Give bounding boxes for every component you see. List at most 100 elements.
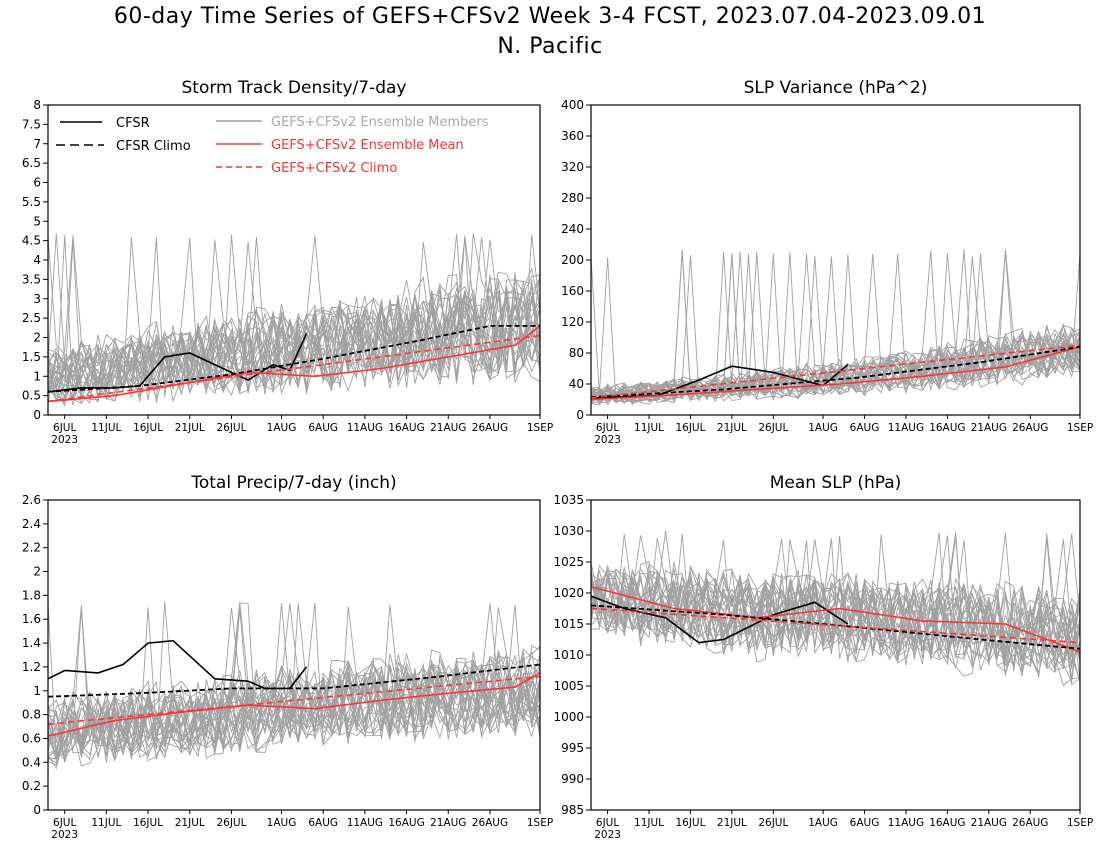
y-tick-label: 1030 (553, 524, 584, 538)
plot-frame (47, 104, 541, 416)
y-tick-label: 1.2 (22, 660, 41, 674)
x-tick-label: 1AUG (267, 817, 297, 829)
x-tick-label: 6AUG (850, 422, 880, 434)
x-tick-label: 6AUG (308, 817, 338, 829)
y-tick-label: 40 (569, 377, 584, 391)
x-tick-label: 21AUG (971, 817, 1007, 829)
x-tick-label: 11AUG (347, 422, 383, 434)
x-tick-label: 6JUL (53, 422, 76, 434)
plot-area (48, 601, 540, 770)
plot-area (591, 531, 1080, 687)
panel-storm-track: Storm Track Density/7-day 0 0.5 1 1.5 2 2.5 3 3.… (22, 78, 553, 446)
x-year-label: 2023 (594, 434, 621, 446)
x-tick-label: 21JUL (717, 817, 747, 829)
y-tick-label: 1025 (553, 555, 584, 569)
y-tick-label: 1020 (553, 586, 584, 600)
plot-frame (590, 104, 1081, 416)
x-tick-label: 26JUL (216, 422, 246, 434)
panel-title: Mean SLP (hPa) (770, 473, 902, 493)
y-tick-label: 280 (561, 191, 584, 205)
y-tick-label: 1.6 (22, 612, 41, 626)
gefs-climo-line (591, 344, 1080, 399)
legend: CFSR CFSR Climo GEFS+CFSv2 Ensemble Memb… (56, 115, 489, 176)
panel-total-precip: Total Precip/7-day (inch)00.20.40.60.811… (22, 473, 553, 841)
x-tick-label: 1AUG (808, 817, 838, 829)
ensemble-member-line (591, 539, 1080, 669)
x-tick-label: 26JUL (758, 422, 788, 434)
ensemble-member-line (591, 533, 1080, 663)
y-tick-label: 320 (561, 160, 584, 174)
y-tick-label: 1.8 (22, 588, 41, 602)
x-tick-label: 26JUL (216, 817, 246, 829)
x-tick-label: 16JUL (133, 422, 163, 434)
ensemble-member-line (48, 300, 540, 407)
plot-frame (47, 499, 541, 811)
y-tick-label: 160 (561, 284, 584, 298)
x-tick-label: 11JUL (634, 422, 664, 434)
panel-title: Storm Track Density/7-day (182, 78, 407, 98)
ensemble-member-line (48, 666, 540, 762)
x-tick-label: 16JUL (675, 817, 705, 829)
plot-area (48, 233, 540, 408)
x-tick-label: 16JUL (133, 817, 163, 829)
x-tick-label: 1SEP (1067, 817, 1093, 829)
x-tick-label: 11JUL (91, 817, 121, 829)
y-tick-label: 0 (576, 408, 584, 422)
y-tick-label: 1015 (553, 617, 584, 631)
ensemble-mean-line (591, 346, 1080, 401)
y-tick-label: 990 (561, 772, 584, 786)
y-tick-label: 2.6 (22, 493, 41, 507)
y-tick-label: 0.4 (22, 755, 41, 769)
y-tick-label: 3 (33, 292, 41, 306)
cfsr-climo-line (48, 663, 540, 698)
x-tick-label: 21AUG (971, 422, 1007, 434)
legend-label-mean: GEFS+CFSv2 Ensemble Mean (271, 138, 464, 153)
y-tick-label: 1 (33, 684, 41, 698)
y-tick-label: 1 (33, 369, 41, 383)
x-tick-label: 16AUG (388, 817, 424, 829)
plot-frame (590, 499, 1081, 811)
figure-subtitle: N. Pacific (497, 34, 603, 59)
x-tick-label: 21AUG (430, 422, 466, 434)
y-tick-label: 0 (33, 803, 41, 817)
x-tick-label: 26JUL (758, 817, 788, 829)
x-tick-label: 6JUL (53, 817, 76, 829)
y-tick-label: 0.5 (22, 389, 41, 403)
ensemble-member-line (48, 672, 540, 763)
ensemble-member-line (48, 601, 540, 770)
x-tick-label: 16AUG (929, 422, 965, 434)
ensemble-member-line (591, 538, 1080, 673)
ensemble-member-line (48, 234, 540, 401)
x-tick-label: 6JUL (596, 817, 619, 829)
x-tick-label: 11JUL (91, 422, 121, 434)
x-tick-label: 26AUG (1012, 422, 1048, 434)
ensemble-member-line (591, 533, 1080, 658)
x-year-label: 2023 (51, 829, 78, 841)
y-tick-label: 2.2 (22, 541, 41, 555)
x-year-label: 2023 (594, 829, 621, 841)
y-tick-label: 400 (561, 98, 584, 112)
x-tick-label: 1SEP (527, 422, 553, 434)
y-tick-label: 1000 (553, 710, 584, 724)
y-tick-label: 5.5 (22, 195, 41, 209)
x-tick-label: 1AUG (267, 422, 297, 434)
ensemble-member-line (591, 561, 1080, 667)
x-tick-label: 21JUL (175, 817, 205, 829)
x-tick-label: 1SEP (1067, 422, 1093, 434)
x-tick-label: 11AUG (888, 422, 924, 434)
cfsr-line (591, 595, 849, 644)
x-tick-label: 6AUG (308, 422, 338, 434)
y-tick-label: 7.5 (22, 117, 41, 131)
gefs-climo-line (48, 334, 540, 403)
y-tick-label: 6 (33, 176, 41, 190)
y-tick-label: 4 (33, 253, 41, 267)
ensemble-member-line (591, 250, 1080, 397)
y-tick-label: 200 (561, 253, 584, 267)
y-tick-label: 0.2 (22, 779, 41, 793)
ensemble-mean-line (591, 586, 1080, 653)
x-tick-label: 26AUG (1012, 817, 1048, 829)
y-tick-label: 8 (33, 98, 41, 112)
x-tick-label: 1AUG (808, 422, 838, 434)
y-tick-label: 5 (33, 214, 41, 228)
